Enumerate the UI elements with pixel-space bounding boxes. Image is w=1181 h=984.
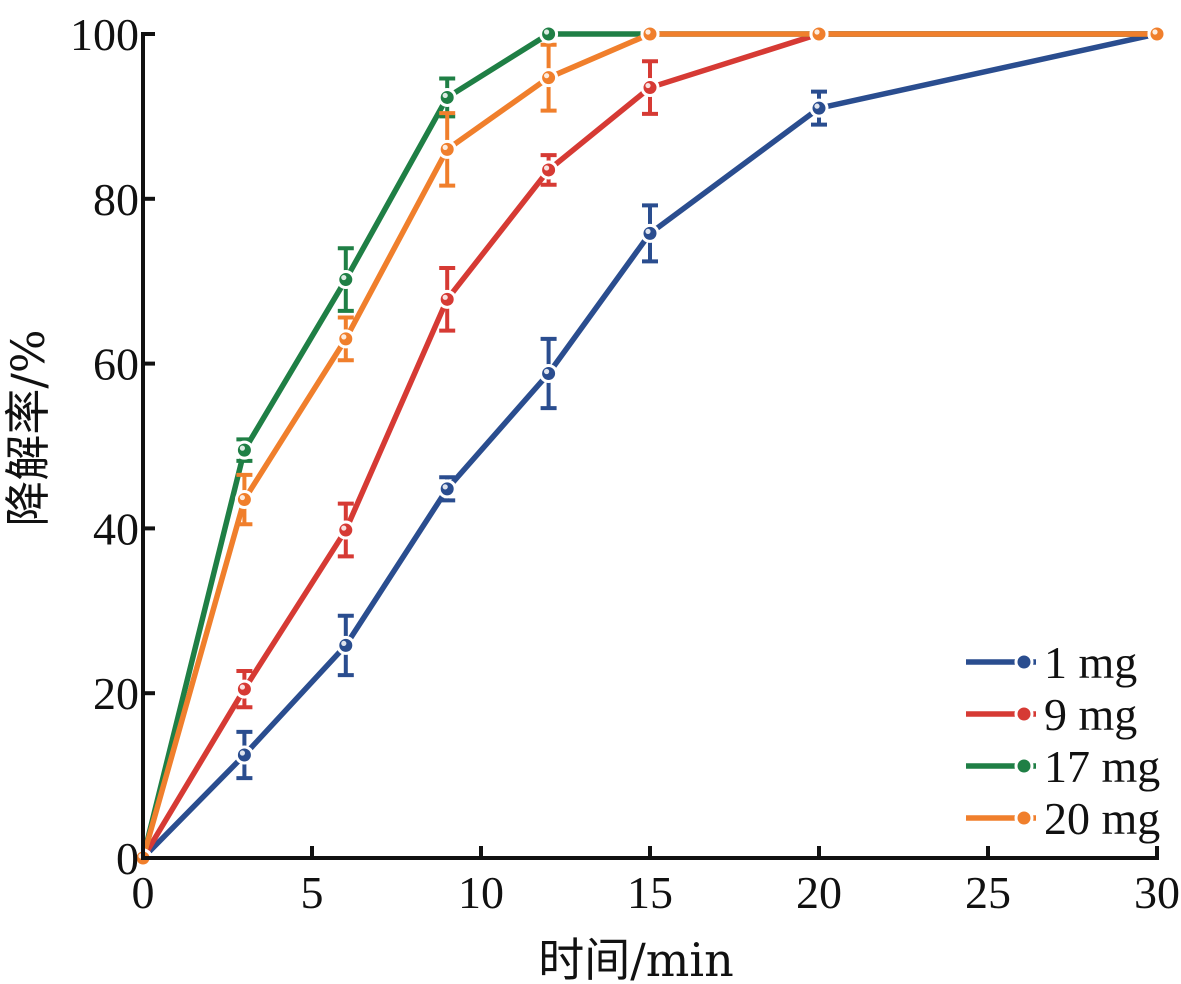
x-tick-label: 0 bbox=[132, 867, 155, 918]
x-tick-label: 25 bbox=[965, 867, 1011, 918]
data-point-highlight bbox=[645, 29, 651, 35]
data-point-highlight bbox=[442, 484, 448, 490]
series-line-3 bbox=[140, 31, 1157, 859]
y-axis-title: 降解率/% bbox=[1, 329, 55, 526]
legend-label-1: 1 mg bbox=[1044, 637, 1137, 688]
data-point bbox=[234, 745, 254, 765]
y-tick-label: 0 bbox=[116, 833, 139, 884]
data-point bbox=[336, 635, 356, 655]
series-line-1 bbox=[141, 31, 1158, 860]
x-tick-label: 20 bbox=[796, 867, 842, 918]
legend-label-4: 20 mg bbox=[1044, 793, 1160, 844]
data-point bbox=[336, 270, 356, 290]
data-point bbox=[640, 78, 660, 98]
data-point-highlight bbox=[341, 274, 347, 281]
data-point-highlight bbox=[341, 334, 347, 340]
data-point bbox=[336, 329, 356, 349]
data-point-highlight bbox=[239, 494, 245, 501]
data-point bbox=[437, 87, 457, 107]
data-point bbox=[539, 363, 559, 383]
x-tick-label: 5 bbox=[301, 867, 324, 918]
x-tick-label: 15 bbox=[627, 867, 673, 918]
legend-marker-4 bbox=[1014, 808, 1034, 828]
data-point bbox=[1147, 24, 1167, 44]
data-point bbox=[437, 289, 457, 309]
data-point bbox=[539, 68, 559, 88]
y-tick-label: 100 bbox=[70, 9, 139, 60]
plot-area bbox=[133, 24, 1167, 868]
data-point-highlight bbox=[442, 294, 448, 300]
data-point-highlight bbox=[645, 228, 651, 235]
data-point bbox=[234, 440, 254, 460]
legend-marker-3 bbox=[1014, 756, 1034, 776]
y-tick-label: 80 bbox=[93, 174, 139, 225]
data-point bbox=[336, 520, 356, 540]
axes: 0 5 10 15 20 25 30 0 20 40 60 80 100 bbox=[70, 9, 1180, 918]
data-point-highlight bbox=[341, 640, 347, 647]
data-point bbox=[234, 679, 254, 699]
data-point bbox=[640, 223, 660, 243]
data-point-highlight bbox=[239, 445, 245, 451]
legend-marker-2 bbox=[1014, 704, 1034, 724]
data-point-highlight bbox=[814, 29, 820, 35]
data-point bbox=[539, 160, 559, 180]
legend-marker-1 bbox=[1014, 652, 1034, 672]
x-axis-title: 时间/min bbox=[538, 933, 733, 984]
y-tick-label: 40 bbox=[93, 503, 139, 554]
data-point bbox=[640, 24, 660, 44]
data-point-highlight bbox=[1152, 29, 1158, 35]
data-point-highlight bbox=[544, 165, 550, 171]
series-line-4 bbox=[140, 31, 1157, 859]
series-line-2 bbox=[140, 31, 1157, 860]
data-point-highlight bbox=[544, 29, 550, 35]
data-point-highlight bbox=[544, 73, 550, 79]
data-point-highlight bbox=[645, 82, 651, 89]
y-tick-label: 20 bbox=[93, 668, 139, 719]
data-point-highlight bbox=[239, 750, 245, 756]
legend-label-2: 9 mg bbox=[1044, 689, 1137, 740]
data-point-highlight bbox=[341, 525, 347, 531]
y-tick-label: 60 bbox=[93, 339, 139, 390]
data-point-highlight bbox=[442, 144, 448, 150]
data-point bbox=[234, 490, 254, 510]
data-point bbox=[809, 98, 829, 118]
data-point-highlight bbox=[814, 103, 820, 109]
data-point bbox=[437, 139, 457, 159]
data-point bbox=[437, 479, 457, 499]
data-point-highlight bbox=[239, 684, 245, 690]
x-tick-label: 10 bbox=[458, 867, 504, 918]
data-point bbox=[809, 24, 829, 44]
legend-label-3: 17 mg bbox=[1044, 741, 1160, 792]
data-point bbox=[539, 24, 559, 44]
data-point-highlight bbox=[442, 92, 448, 99]
data-point-highlight bbox=[544, 368, 550, 375]
x-tick-label: 30 bbox=[1134, 867, 1180, 918]
